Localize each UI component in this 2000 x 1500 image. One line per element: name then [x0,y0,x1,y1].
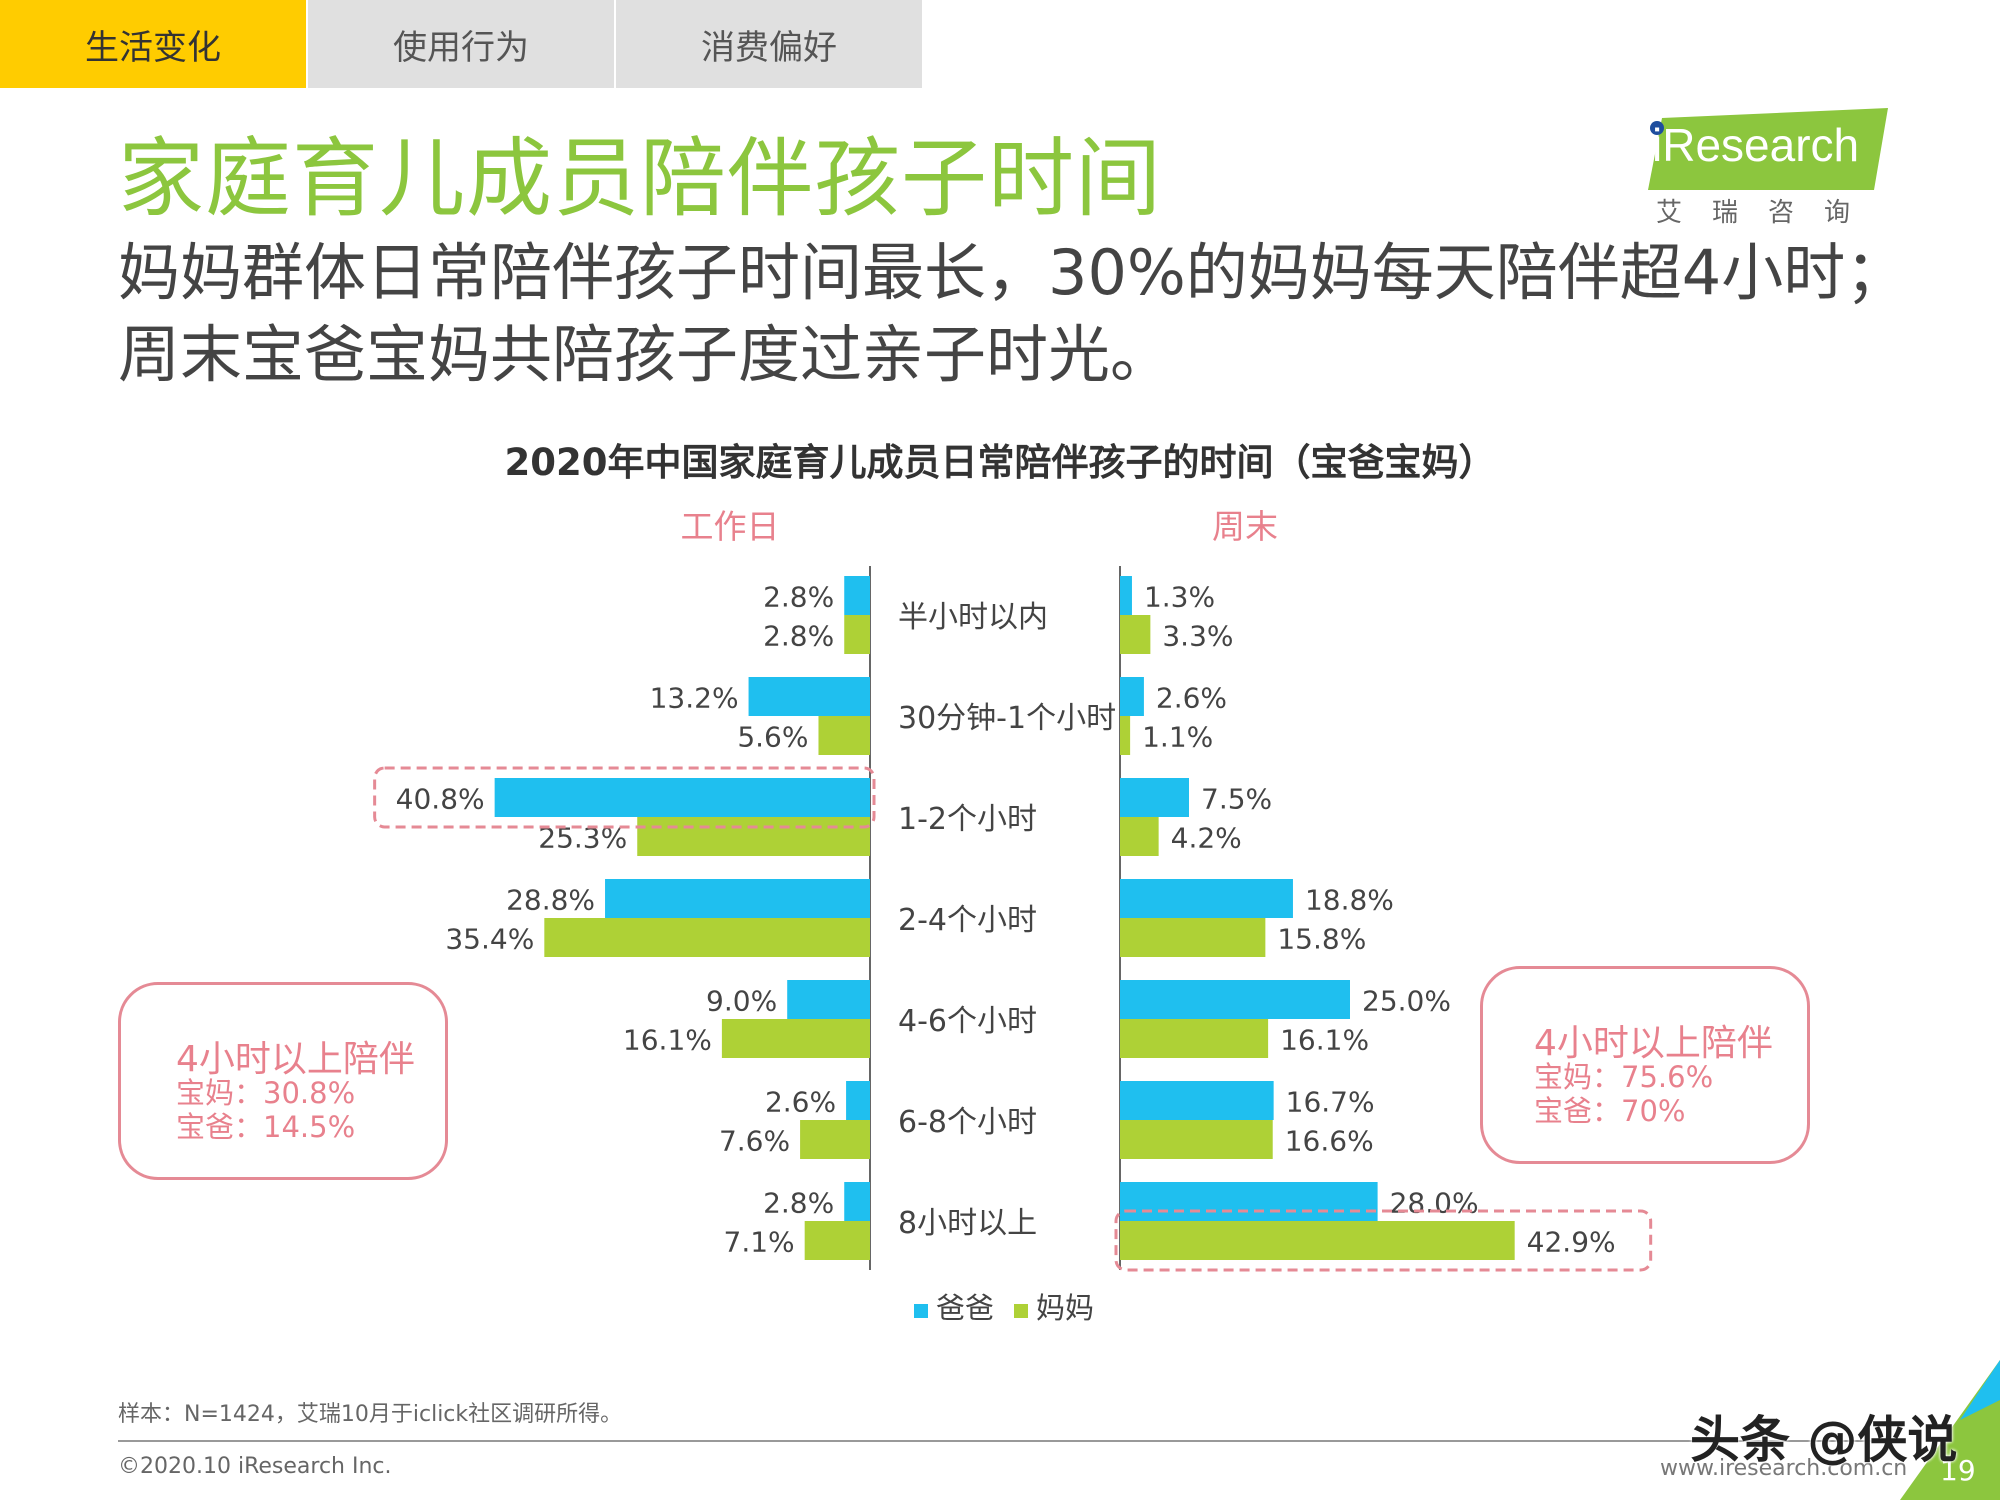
bar-workday-dad-2 [494,778,870,817]
bar-workday-dad-0 [844,576,870,615]
category-label-0: 半小时以内 [898,600,1048,635]
bar-weekend-mom-2 [1120,817,1159,856]
legend-swatch-dad [914,1304,928,1318]
tab-bar: 生活变化 使用行为 消费偏好 [0,0,924,88]
bar-workday-mom-4 [721,1019,870,1058]
label-weekend-mom-2: 4.2% [1171,822,1242,855]
panel-label-weekend: 周末 [1212,507,1278,546]
category-label-3: 2-4个小时 [898,903,1037,938]
iresearch-logo: iResearch 艾瑞咨询 [1648,104,1898,228]
label-weekend-mom-6: 42.9% [1527,1226,1616,1259]
label-weekend-mom-5: 16.6% [1285,1125,1374,1158]
callout-right-line-mom: 宝妈：75.6% [1534,1060,1714,1094]
tab-usage-behavior[interactable]: 使用行为 [308,0,614,88]
highlight-box-1 [1114,1209,1653,1272]
tab-consumption-preference[interactable]: 消费偏好 [616,0,922,88]
highlight-box-0 [373,766,876,829]
callout-right-heading: 4小时以上陪伴 [1534,1023,1773,1064]
sample-footnote: 样本：N=1424，艾瑞10月于iclick社区调研所得。 [118,1402,623,1427]
label-weekend-mom-4: 16.1% [1280,1024,1369,1057]
callout-left-heading: 4小时以上陪伴 [176,1039,415,1080]
category-label-4: 4-6个小时 [898,1004,1037,1039]
bar-weekend-dad-4 [1120,980,1350,1019]
bar-weekend-mom-1 [1120,716,1131,755]
site-url: www.iresearch.com.cn [1660,1456,1908,1481]
bar-workday-mom-0 [844,615,870,654]
watermark: 头条 @侠说 [1690,1411,1958,1469]
bar-weekend-dad-5 [1120,1081,1274,1120]
copyright: ©2020.10 iResearch Inc. [118,1454,392,1479]
logo-badge-icon [1648,108,1888,190]
label-workday-dad-4: 9.0% [706,985,777,1018]
bar-weekend-dad-2 [1120,778,1189,817]
bar-weekend-dad-0 [1120,576,1132,615]
legend-label-mom: 妈妈 [1036,1291,1094,1325]
page-subtitle: 妈妈群体日常陪伴孩子时间最长，30%的妈妈每天陪伴超4小时；周末宝爸宝妈共陪孩子… [118,236,1908,391]
label-weekend-dad-6: 28.0% [1390,1187,1479,1220]
footer-divider [118,1440,1898,1442]
logo-subtext: 艾瑞咨询 [1656,198,1881,228]
bar-workday-dad-4 [787,980,870,1019]
panel-label-workday: 工作日 [681,507,780,546]
bar-workday-dad-3 [605,879,870,918]
bar-weekend-dad-3 [1120,879,1293,918]
page-number: 19 [1940,1454,1976,1487]
logo-text: iResearch [1652,119,1860,171]
bar-workday-mom-3 [544,918,870,957]
label-weekend-dad-5: 16.7% [1286,1086,1375,1119]
bar-weekend-dad-1 [1120,677,1144,716]
label-weekend-dad-0: 1.3% [1144,581,1215,614]
bar-workday-dad-6 [844,1182,870,1221]
label-workday-dad-3: 28.8% [506,884,595,917]
label-workday-mom-6: 7.1% [724,1226,795,1259]
bar-workday-dad-1 [748,677,870,716]
label-weekend-dad-2: 7.5% [1201,783,1272,816]
category-label-6: 8小时以上 [898,1206,1037,1241]
category-label-5: 6-8个小时 [898,1105,1037,1140]
legend-label-dad: 爸爸 [936,1291,994,1325]
label-workday-mom-0: 2.8% [763,620,834,653]
bar-weekend-mom-4 [1120,1019,1269,1058]
callout-right-box [1480,966,1810,1164]
callout-left-line-dad: 宝爸：14.5% [176,1110,356,1144]
bar-weekend-mom-5 [1120,1120,1273,1159]
bar-weekend-mom-3 [1120,918,1266,957]
category-label-1: 30分钟-1个小时 [898,701,1116,736]
label-workday-mom-1: 5.6% [737,721,808,754]
label-weekend-dad-3: 18.8% [1305,884,1394,917]
bar-weekend-dad-6 [1120,1182,1378,1221]
legend-swatch-mom [1014,1304,1028,1318]
bar-weekend-mom-6 [1120,1221,1515,1260]
callout-right-line-dad: 宝爸：70% [1534,1094,1686,1128]
page-title: 家庭育儿成员陪伴孩子时间 [118,129,1162,229]
label-workday-dad-2: 40.8% [396,783,485,816]
label-workday-dad-6: 2.8% [763,1187,834,1220]
label-workday-mom-2: 25.3% [538,822,627,855]
bar-workday-dad-5 [846,1081,870,1120]
label-workday-dad-5: 2.6% [765,1086,836,1119]
callout-left-box [118,982,448,1180]
label-weekend-mom-0: 3.3% [1162,620,1233,653]
label-weekend-dad-1: 2.6% [1156,682,1227,715]
callout-left-line-mom: 宝妈：30.8% [176,1076,356,1110]
corner-accent-icon [1900,1360,2000,1500]
label-workday-dad-0: 2.8% [763,581,834,614]
label-weekend-mom-3: 15.8% [1277,923,1366,956]
bar-weekend-mom-0 [1120,615,1151,654]
label-weekend-dad-4: 25.0% [1362,985,1451,1018]
label-workday-mom-3: 35.4% [445,923,534,956]
tab-life-changes[interactable]: 生活变化 [0,0,306,88]
label-workday-mom-5: 7.6% [719,1125,790,1158]
category-label-2: 1-2个小时 [898,802,1037,837]
label-workday-mom-4: 16.1% [623,1024,712,1057]
bar-workday-mom-5 [800,1120,870,1159]
bar-workday-mom-1 [818,716,870,755]
bar-workday-mom-2 [637,817,870,856]
label-weekend-mom-1: 1.1% [1142,721,1213,754]
chart-title: 2020年中国家庭育儿成员日常陪伴孩子的时间（宝爸宝妈） [504,441,1496,484]
bar-workday-mom-6 [804,1221,870,1260]
label-workday-dad-1: 13.2% [650,682,739,715]
